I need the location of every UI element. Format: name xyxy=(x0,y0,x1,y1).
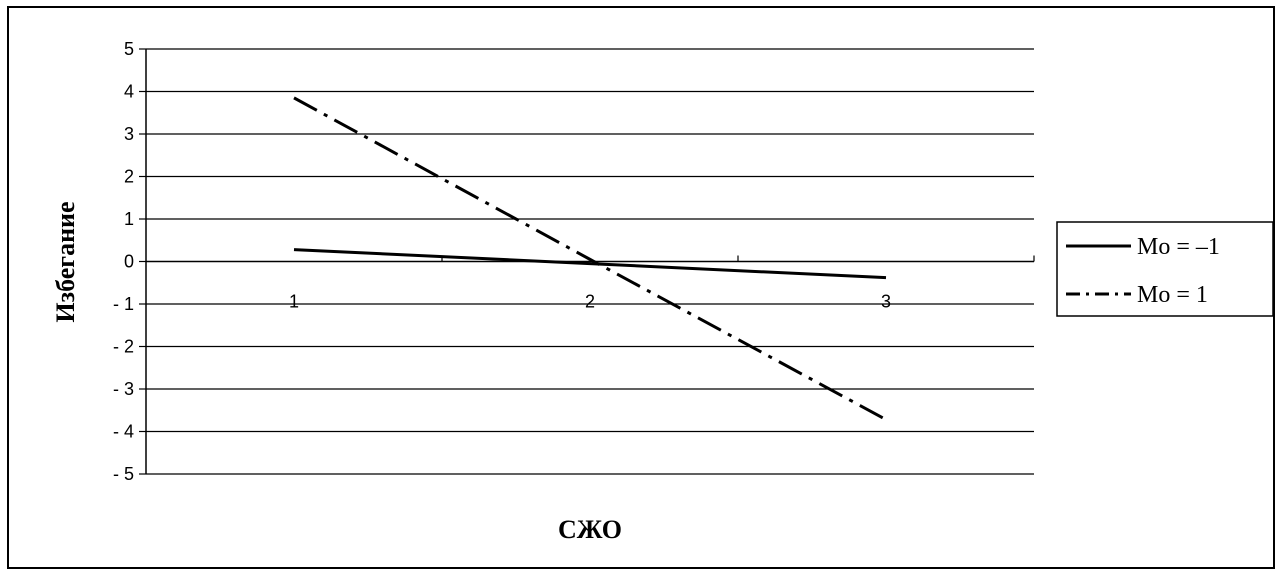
x-tick-label: 1 xyxy=(289,292,299,312)
y-tick-label: - 1 xyxy=(113,294,134,314)
gridlines xyxy=(146,48,1034,475)
y-tick-label: - 3 xyxy=(113,379,134,399)
series-lines xyxy=(293,96,887,421)
series-line-2 xyxy=(293,96,887,421)
y-tick-label: 0 xyxy=(124,252,134,272)
y-tick-label: 3 xyxy=(124,124,134,144)
legend: Mo = –1 Mo = 1 xyxy=(1056,221,1274,317)
series-line-1 xyxy=(293,248,887,280)
y-axis-ticks: 5 4 3 2 1 0 - 1 - 2 - 3 - 4 - 5 xyxy=(113,39,146,484)
legend-label-series-1: Mo = –1 xyxy=(1137,234,1220,260)
y-tick-label: 4 xyxy=(124,82,134,102)
x-tick-label: 2 xyxy=(585,292,595,312)
y-tick-label: - 2 xyxy=(113,337,134,357)
legend-label-series-2: Mo = 1 xyxy=(1137,282,1208,308)
y-tick-label: - 4 xyxy=(113,422,134,442)
x-axis-title: СЖО xyxy=(558,515,622,544)
x-axis-ticks: 1 2 3 xyxy=(289,255,1035,312)
y-tick-label: - 5 xyxy=(113,464,134,484)
y-tick-label: 5 xyxy=(124,39,134,59)
x-tick-label: 3 xyxy=(881,292,891,312)
y-axis-title: Избегание xyxy=(51,201,80,322)
y-tick-label: 1 xyxy=(124,209,134,229)
legend-box xyxy=(1056,221,1274,317)
y-tick-label: 2 xyxy=(124,167,134,187)
